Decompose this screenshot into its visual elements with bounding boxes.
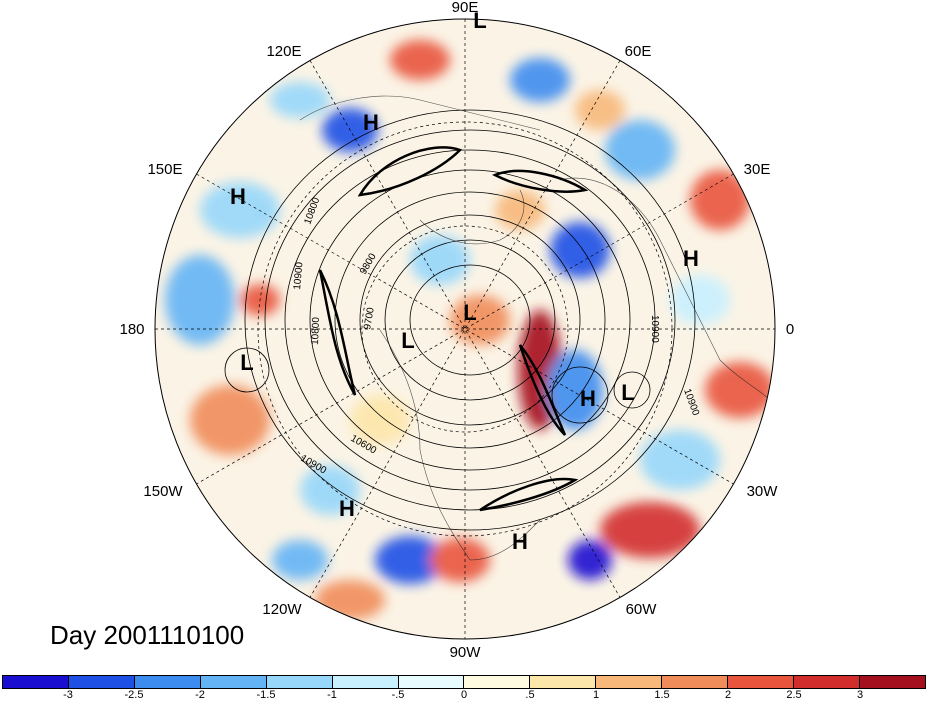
colorbar-swatch <box>3 676 69 688</box>
contour-label: 10800 <box>310 316 322 345</box>
high-pressure-marker: H <box>512 529 528 554</box>
contour-label: 10900 <box>292 261 305 290</box>
lon-label-150w: 150W <box>143 483 183 500</box>
low-pressure-marker: L <box>401 328 414 353</box>
pressure-systems: H H H H H H L L L L L <box>230 8 699 554</box>
geopotential-contours <box>224 109 696 531</box>
colorbar-tick-label: -3 <box>63 689 73 701</box>
colorbar-swatch <box>134 676 201 688</box>
lon-label-90w: 90W <box>450 644 482 661</box>
high-pressure-marker: H <box>580 386 596 411</box>
coastlines <box>299 95 771 561</box>
colorbar-tick-label: 1 <box>592 689 600 701</box>
colorbar-tick-label: 0 <box>460 689 468 701</box>
colorbar-tick-label: .5 <box>525 689 535 701</box>
colorbar-swatch <box>266 676 333 688</box>
low-pressure-marker: L <box>621 380 634 405</box>
lon-label-30e: 30E <box>744 161 771 178</box>
colorbar-swatch <box>530 676 597 688</box>
lon-label-60w: 60W <box>626 601 658 618</box>
lon-label-180: 180 <box>119 321 144 338</box>
colorbar-swatch <box>332 676 399 688</box>
colorbar-swatch <box>596 676 663 688</box>
lon-label-0: 0 <box>786 321 794 338</box>
colorbar-tick-label: -1 <box>327 689 337 701</box>
low-pressure-marker: L <box>463 300 476 325</box>
high-pressure-marker: H <box>339 496 355 521</box>
colorbar-swatch <box>728 676 795 688</box>
low-pressure-marker: L <box>473 8 486 33</box>
jet-contours <box>318 146 589 512</box>
colorbar-tick-label: -2 <box>195 689 205 701</box>
colorbar-tick-label: 2 <box>724 689 732 701</box>
colorbar-tick-label: 2.5 <box>786 689 802 701</box>
contour-label: 10900 <box>649 315 660 343</box>
colorbar-tick-label: -.5 <box>391 689 405 701</box>
colorbar-tick-label: 1.5 <box>654 689 670 701</box>
colorbar-swatch <box>662 676 729 688</box>
lon-label-150e: 150E <box>147 161 182 178</box>
longitude-labels: 90E 60E 30E 0 30W 60W 90W 120W 150W 180 … <box>119 0 794 661</box>
colorbar-tick-label: -1.5 <box>256 689 276 701</box>
graticule <box>155 19 775 639</box>
colorbar-tick-label: -2.5 <box>124 689 144 701</box>
day-label: Day 2001110100 <box>50 620 245 650</box>
colorbar-tick-label: 3 <box>856 689 864 701</box>
colorbar-swatch <box>200 676 267 688</box>
lon-label-60e: 60E <box>625 43 652 60</box>
lon-label-90e: 90E <box>452 0 479 16</box>
anomaly-field <box>155 19 775 639</box>
lon-label-120e: 120E <box>266 43 301 60</box>
colorbar-swatch <box>464 676 531 688</box>
low-pressure-marker: L <box>240 350 253 375</box>
contour-label: 9700 <box>362 306 377 330</box>
colorbar-swatch <box>859 676 925 688</box>
colorbar-swatch <box>68 676 135 688</box>
lon-label-30w: 30W <box>747 483 779 500</box>
high-pressure-marker: H <box>230 184 246 209</box>
high-pressure-marker: H <box>363 110 379 135</box>
high-pressure-marker: H <box>683 246 699 271</box>
colorbar-swatch <box>398 676 465 688</box>
colorbar-swatch <box>794 676 860 688</box>
colorbar <box>2 675 926 689</box>
lon-label-120w: 120W <box>262 601 302 618</box>
colorbar-tick-labels: -3 -2.5 -2 -1.5 -1 -.5 0 .5 1 1.5 2 2.5 3 <box>0 689 928 703</box>
